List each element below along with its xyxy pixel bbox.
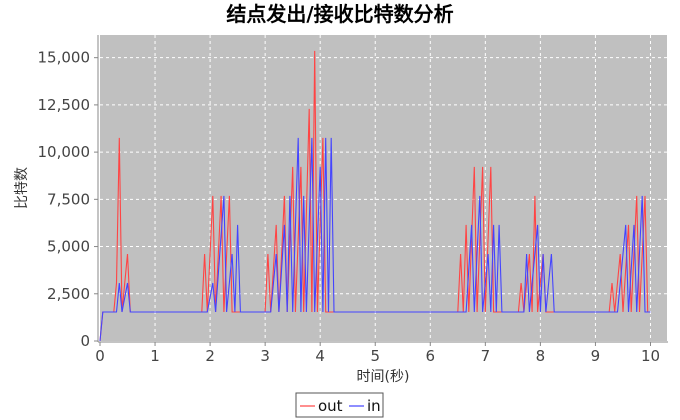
chart-title: 结点发出/接收比特数分析 xyxy=(226,2,453,26)
y-tick-label: 7,500 xyxy=(47,190,90,208)
x-tick-label: 5 xyxy=(370,347,380,365)
y-tick-label: 2,500 xyxy=(47,285,90,303)
series-layer xyxy=(99,50,651,342)
x-tick-label: 2 xyxy=(205,347,215,365)
grid-lines xyxy=(100,35,667,341)
x-tick-label: 1 xyxy=(150,347,160,365)
y-tick-label: 10,000 xyxy=(38,143,91,161)
series-line-in xyxy=(99,137,651,342)
x-tick-label: 7 xyxy=(481,347,491,365)
y-tick-label: 5,000 xyxy=(47,238,90,256)
x-tick-label: 9 xyxy=(591,347,601,365)
x-tick-label: 0 xyxy=(95,347,105,365)
y-tick-label: 15,000 xyxy=(38,49,91,67)
x-tick-label: 6 xyxy=(426,347,436,365)
y-tick-label: 12,500 xyxy=(38,96,91,114)
x-tick-label: 3 xyxy=(260,347,270,365)
y-axis-title: 比特数 xyxy=(14,167,30,209)
x-axis-title: 时间(秒) xyxy=(357,369,410,385)
x-tick-label: 4 xyxy=(315,347,325,365)
x-axis-ticks: 0 1 2 3 4 5 6 7 8 9 10 xyxy=(95,342,660,365)
y-axis-ticks: 0 2,500 5,000 7,500 10,000 12,500 15,000 xyxy=(38,49,98,350)
plot-area xyxy=(100,35,667,341)
legend: out in xyxy=(295,392,384,418)
legend-box xyxy=(295,392,384,418)
legend-in-label: in xyxy=(367,397,381,415)
x-tick-label: 8 xyxy=(536,347,546,365)
legend-out-label: out xyxy=(318,397,343,415)
y-tick-label: 0 xyxy=(80,332,90,350)
x-tick-label: 10 xyxy=(641,347,660,365)
